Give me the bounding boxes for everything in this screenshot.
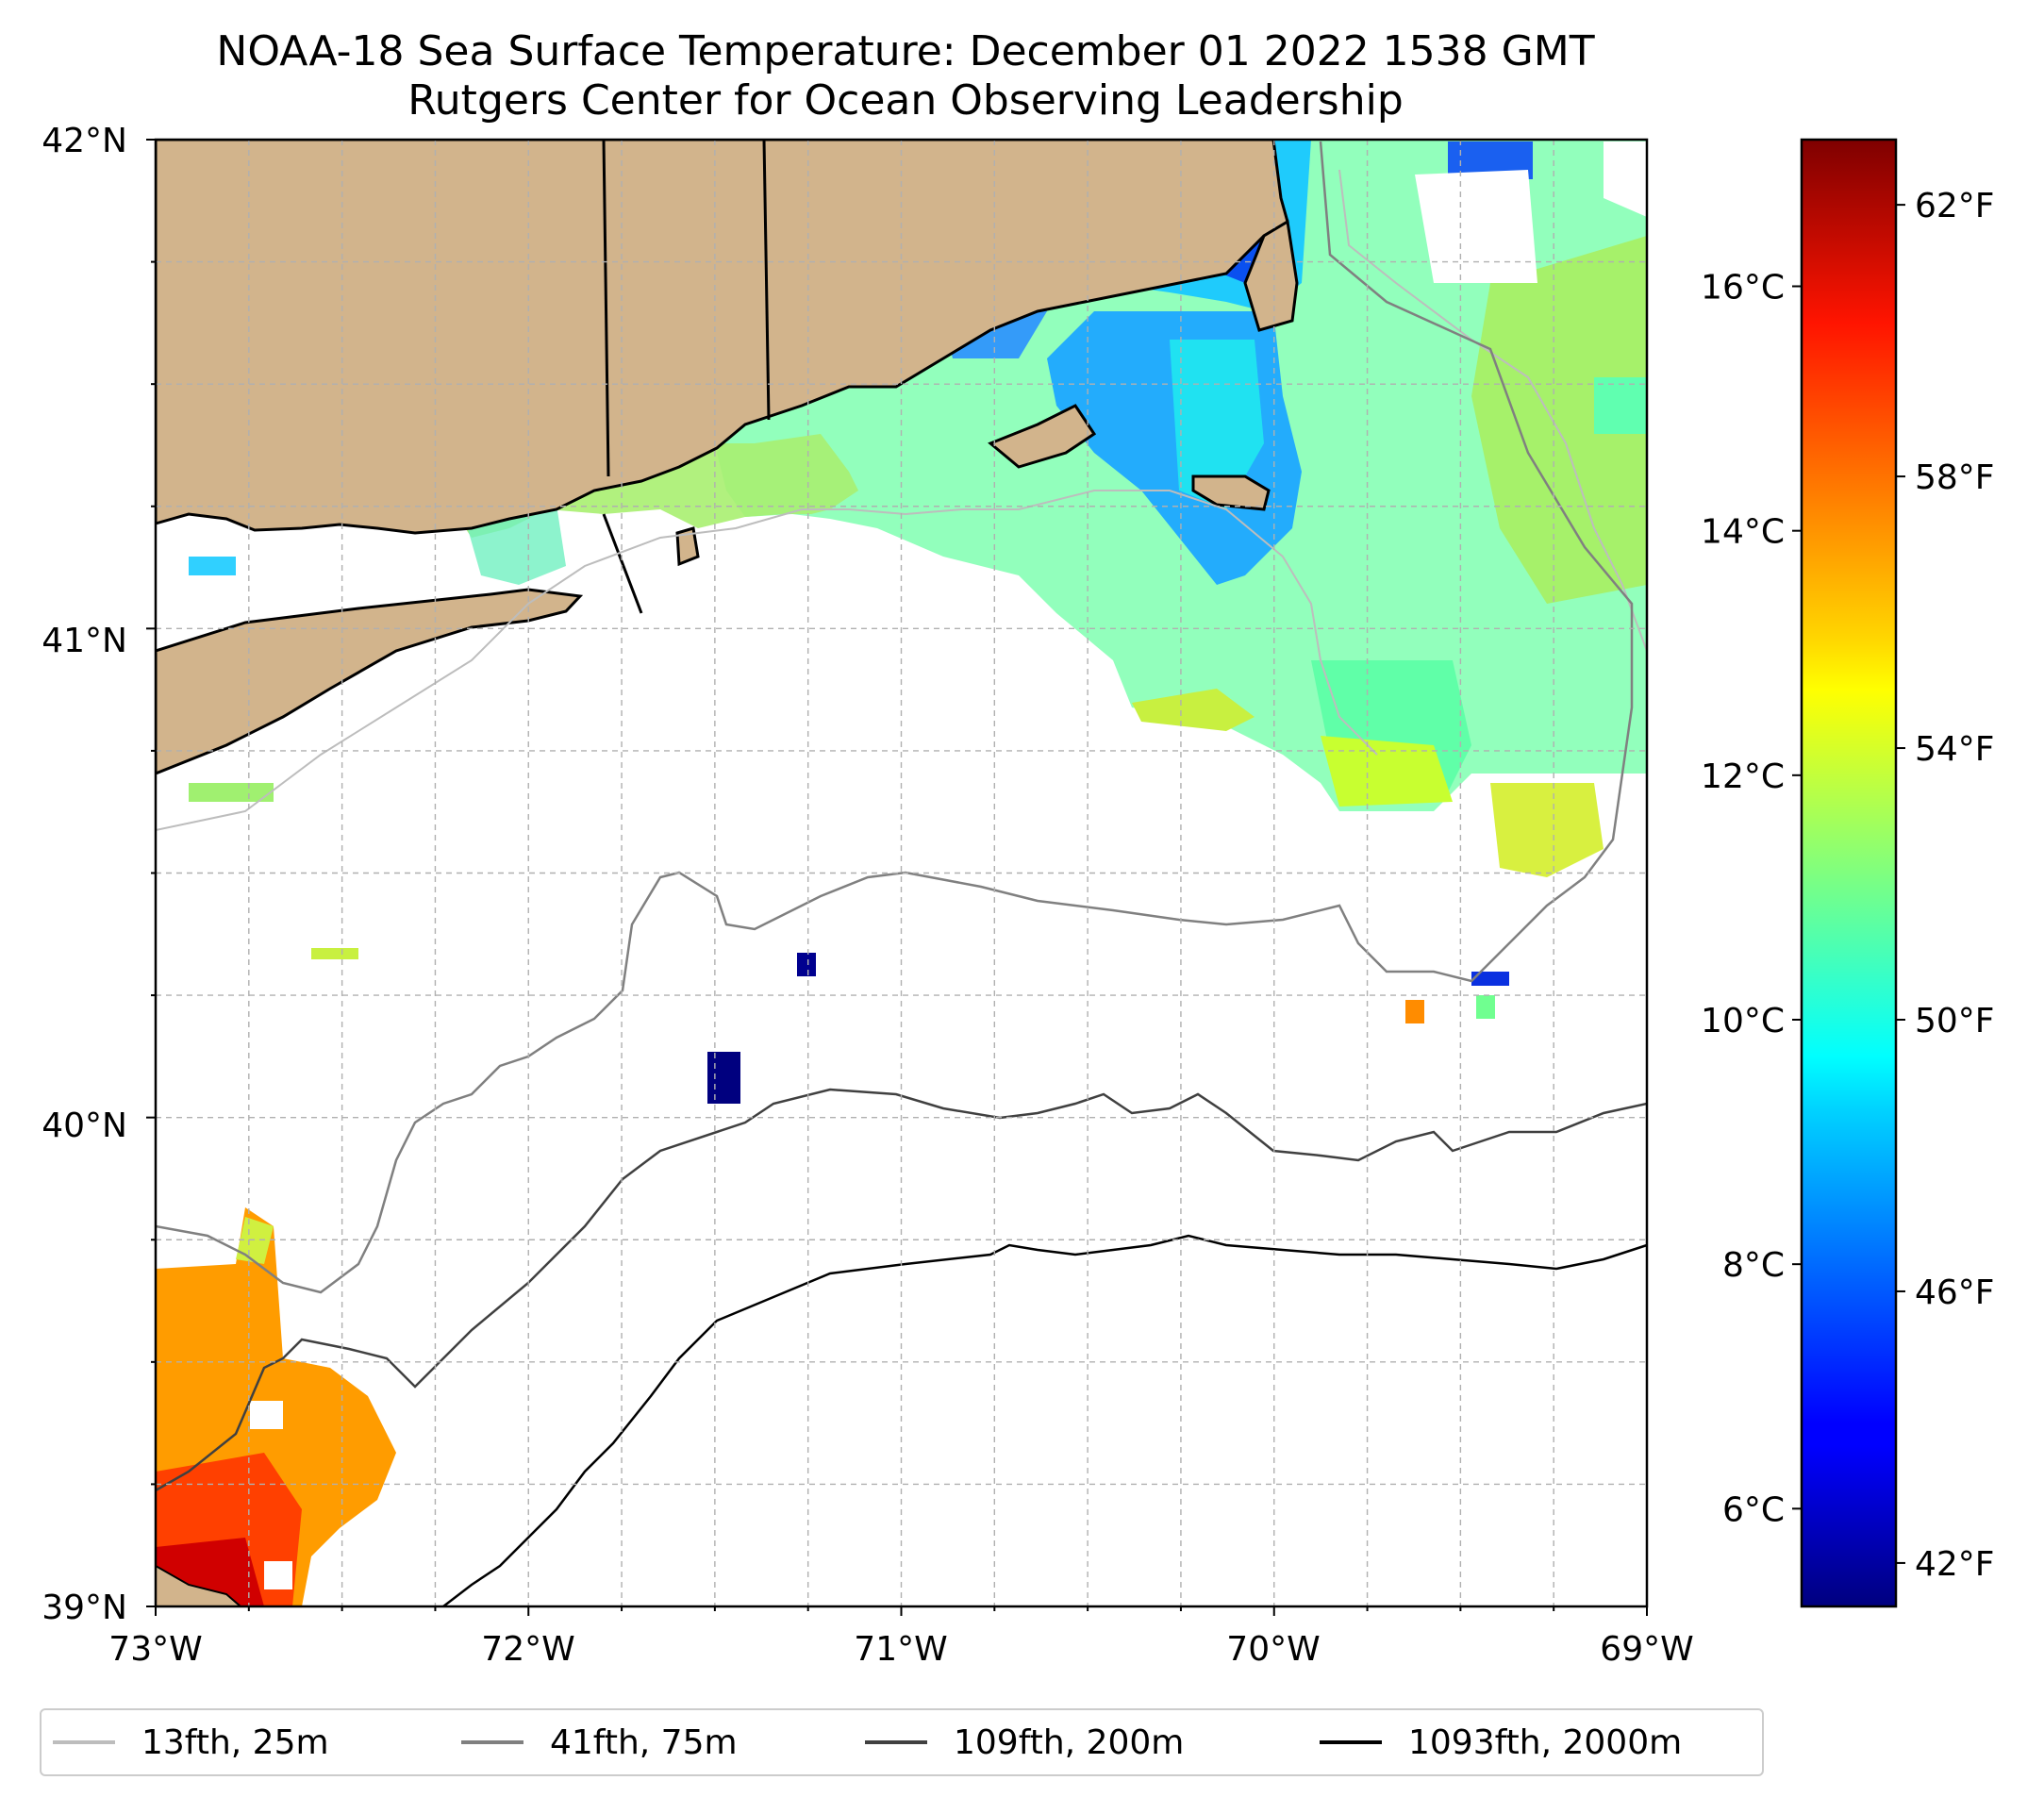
legend-label-2000m: 1093fth, 2000m [1408, 1722, 1683, 1762]
colorbar-celsius-label: 8°C [1722, 1246, 1785, 1285]
colorbar-fahrenheit-label: 46°F [1915, 1273, 1995, 1312]
contour-legend: 13fth, 25m 41fth, 75m 109fth, 200m 1093f… [40, 1708, 1764, 1776]
x-tick-label-71w: 71°W [854, 1630, 947, 1669]
colorbar-celsius-label: 10°C [1701, 1002, 1785, 1040]
colorbar-celsius-label: 12°C [1701, 757, 1785, 796]
legend-label-200m: 109fth, 200m [954, 1722, 1185, 1762]
legend-swatch-25m [53, 1740, 115, 1744]
y-tick-label-42n: 42°N [42, 122, 127, 160]
temperature-colorbar: 16°C 14°C 12°C 10°C 8°C 6°C 62°F 58°F 54°F 50°F 4… [1701, 138, 1995, 1608]
legend-item-200m: 109fth, 200m [865, 1710, 1184, 1774]
legend-item-75m: 41fth, 75m [461, 1710, 738, 1774]
y-tick-label-41n: 41°N [42, 622, 127, 660]
colorbar-celsius-label: 16°C [1701, 269, 1785, 308]
map-axis-ticks: 73°W 72°W 71°W 70°W 69°W 42°N 41°N 40°N … [42, 122, 1693, 1669]
colorbar-gradient [1800, 138, 1898, 1608]
map-subtitle: Rutgers Center for Ocean Observing Leade… [407, 76, 1404, 125]
colorbar-fahrenheit-label: 58°F [1915, 458, 1995, 497]
x-tick-label-70w: 70°W [1226, 1630, 1320, 1669]
legend-label-75m: 41fth, 75m [550, 1722, 738, 1762]
map-title: NOAA-18 Sea Surface Temperature: Decembe… [216, 27, 1595, 75]
colorbar-fahrenheit-label: 62°F [1915, 187, 1995, 225]
colorbar-fahrenheit-axis: 62°F 58°F 54°F 50°F 46°F 42°F [1896, 187, 1995, 1584]
land-layer [156, 140, 1299, 1606]
legend-swatch-2000m [1320, 1740, 1382, 1744]
colorbar-celsius-label: 6°C [1722, 1490, 1785, 1529]
x-tick-label-73w: 73°W [108, 1630, 202, 1669]
legend-item-2000m: 1093fth, 2000m [1320, 1710, 1682, 1774]
legend-swatch-75m [461, 1740, 523, 1744]
y-tick-label-40n: 40°N [42, 1106, 127, 1145]
x-tick-label-69w: 69°W [1600, 1630, 1693, 1669]
legend-item-25m: 13fth, 25m [53, 1710, 329, 1774]
x-tick-label-72w: 72°W [481, 1630, 574, 1669]
colorbar-fahrenheit-label: 54°F [1915, 730, 1995, 769]
legend-swatch-200m [865, 1740, 927, 1744]
colorbar-celsius-label: 14°C [1701, 513, 1785, 552]
y-tick-label-39n: 39°N [42, 1589, 127, 1627]
colorbar-fahrenheit-label: 50°F [1915, 1002, 1995, 1040]
colorbar-fahrenheit-label: 42°F [1915, 1545, 1995, 1584]
legend-label-25m: 13fth, 25m [141, 1722, 329, 1762]
colorbar-celsius-axis: 16°C 14°C 12°C 10°C 8°C 6°C [1701, 269, 1802, 1529]
